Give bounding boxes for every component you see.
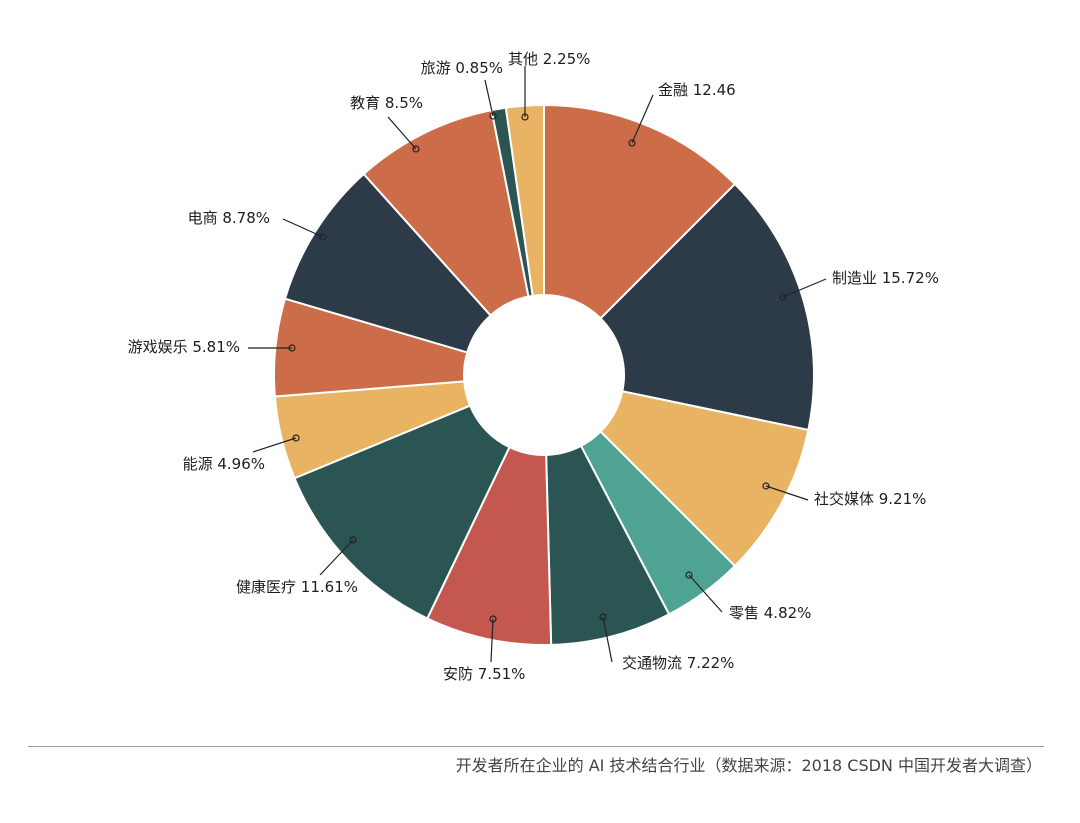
leader-dot-8	[292, 434, 300, 442]
slice-label-9: 游戏娱乐 5.81%	[128, 338, 240, 356]
slice-labels: 金融 12.46 制造业 15.72% 社交媒体 9.21% 零售 4.82% 交通物流…	[128, 50, 939, 683]
leader-dot-3	[762, 482, 770, 490]
slice-2	[599, 182, 815, 432]
leader-dot-9	[288, 344, 296, 352]
slice-label-10: 电商 8.78%	[188, 209, 270, 227]
leader-dot-1	[628, 139, 636, 147]
leader-line-11	[387, 116, 417, 150]
slice-label-8: 能源 4.96%	[183, 455, 265, 473]
leader-dot-4	[685, 571, 693, 579]
slice-label-1: 金融 12.46	[658, 81, 736, 99]
leader-dot-5	[599, 613, 607, 621]
leader-line-4	[688, 574, 723, 613]
leader-line-1	[631, 94, 654, 144]
slice-label-12: 旅游 0.85%	[421, 59, 503, 77]
leader-dot-6	[489, 615, 497, 623]
leader-line-10	[282, 218, 324, 238]
slice-label-13: 其他 2.25%	[508, 50, 590, 68]
leader-dot-10	[319, 233, 327, 241]
slice-label-11: 教育 8.5%	[350, 94, 423, 112]
slice-label-4: 零售 4.82%	[729, 604, 811, 622]
donut-slices	[273, 103, 815, 646]
slice-label-3: 社交媒体 9.21%	[814, 490, 926, 508]
leader-line-2	[782, 278, 827, 298]
leader-dot-2	[779, 293, 787, 301]
slice-11	[362, 108, 530, 317]
leader-dot-11	[412, 145, 420, 153]
leader-dot-13	[521, 113, 529, 121]
leader-line-6	[490, 618, 494, 663]
leader-line-8	[252, 437, 297, 453]
leader-line-7	[319, 539, 354, 576]
chart-caption: 开发者所在企业的 AI 技术结合行业（数据来源：2018 CSDN 中国开发者大…	[455, 756, 1042, 775]
leader-line-3	[765, 485, 809, 501]
leader-line-12	[484, 79, 494, 117]
slice-7	[293, 404, 511, 620]
leader-dot-7	[349, 536, 357, 544]
slice-label-5: 交通物流 7.22%	[622, 654, 734, 672]
leader-lines	[248, 66, 827, 663]
slice-label-6: 安防 7.51%	[443, 665, 525, 683]
slice-1	[543, 103, 737, 320]
leader-line-5	[602, 616, 613, 663]
footer-divider	[28, 746, 1044, 747]
slice-13	[504, 103, 545, 297]
slice-label-7: 健康医疗 11.61%	[236, 578, 358, 596]
slice-label-2: 制造业 15.72%	[832, 269, 939, 287]
leader-dot-12	[489, 112, 497, 120]
slice-3	[599, 390, 810, 568]
slice-10	[283, 172, 492, 354]
